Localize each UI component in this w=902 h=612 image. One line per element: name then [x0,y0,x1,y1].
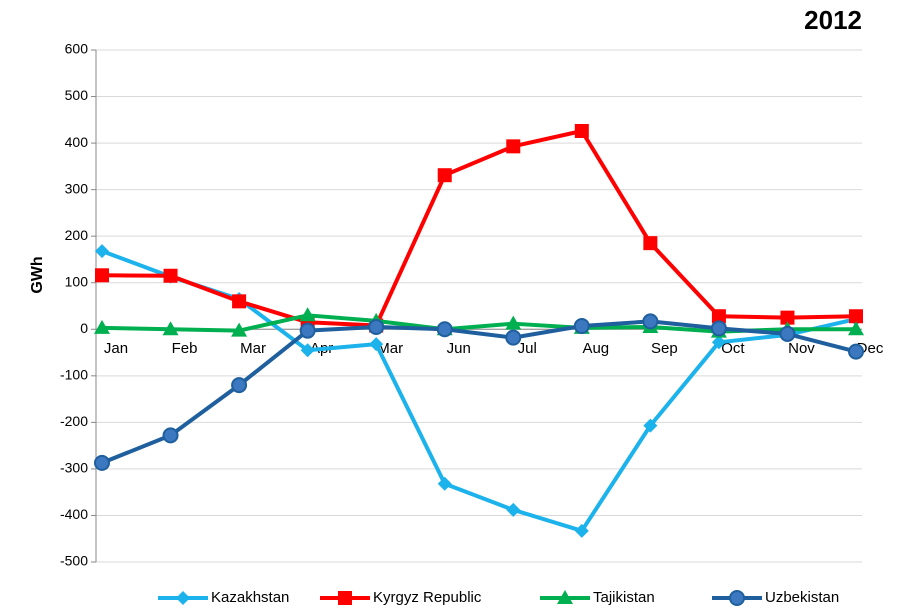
data-point [95,244,109,259]
series-line [101,128,857,328]
data-point [848,343,864,360]
data-point [574,123,589,138]
data-point [505,315,522,330]
data-point [506,502,521,517]
legend-label: Uzbekistan [765,589,839,606]
data-point [231,377,248,394]
data-point [162,427,179,444]
y-tick-label: -100 [60,367,88,383]
data-point [780,310,795,325]
y-tick-label: 400 [65,134,89,150]
data-point [849,309,863,324]
x-tick-label: Aug [582,340,609,357]
legend-marker [176,591,190,605]
data-point [505,329,522,346]
legend-marker [557,590,573,604]
data-point [368,318,385,335]
data-point [162,321,179,336]
data-point [95,268,109,283]
chart-title: 2012 [804,5,862,35]
data-point [232,294,247,309]
data-point [779,325,796,342]
data-point [710,320,727,337]
data-point [437,476,452,491]
x-tick-label: Feb [172,340,198,357]
x-tick-label: Nov [788,340,815,357]
data-point [643,236,658,251]
y-tick-label: -300 [60,460,88,476]
data-point [643,418,658,433]
y-tick-label: 100 [65,273,89,289]
x-tick-label: Mar [377,340,403,357]
x-tick-label: Jul [518,340,537,357]
data-point [231,322,248,337]
data-point [299,307,316,322]
data-point [506,139,521,154]
data-point [369,337,384,352]
x-tick-label: Oct [721,340,745,357]
y-axis-label: GWh [29,256,46,293]
legend-marker [338,591,352,605]
series-line [101,319,857,465]
x-tick-label: Jun [447,340,471,357]
y-tick-label: 200 [65,227,89,243]
y-tick-label: -500 [60,553,88,569]
data-point [642,313,659,330]
data-point [437,168,452,183]
data-point [300,343,315,358]
x-tick-label: Mar [240,340,266,357]
legend-marker [729,590,745,606]
x-tick-label: Jan [104,340,128,357]
y-tick-label: 500 [65,87,89,103]
x-tick-label: Sep [651,340,678,357]
data-point [573,318,590,335]
data-point [711,335,726,350]
data-point [299,322,316,339]
y-tick-label: 300 [65,180,89,196]
y-tick-label: 0 [80,320,88,336]
data-point [436,321,453,338]
y-tick-label: -400 [60,506,88,522]
legend-label: Tajikistan [593,589,655,606]
y-tick-label: -200 [60,413,88,429]
data-point [711,309,726,324]
data-point [163,268,178,283]
data-point [94,319,110,334]
legend-label: Kyrgyz Republic [373,589,482,606]
data-point [574,523,589,538]
data-point [94,454,110,471]
data-point [848,321,864,336]
y-tick-label: 600 [65,41,89,57]
legend-label: Kazakhstan [211,589,289,606]
